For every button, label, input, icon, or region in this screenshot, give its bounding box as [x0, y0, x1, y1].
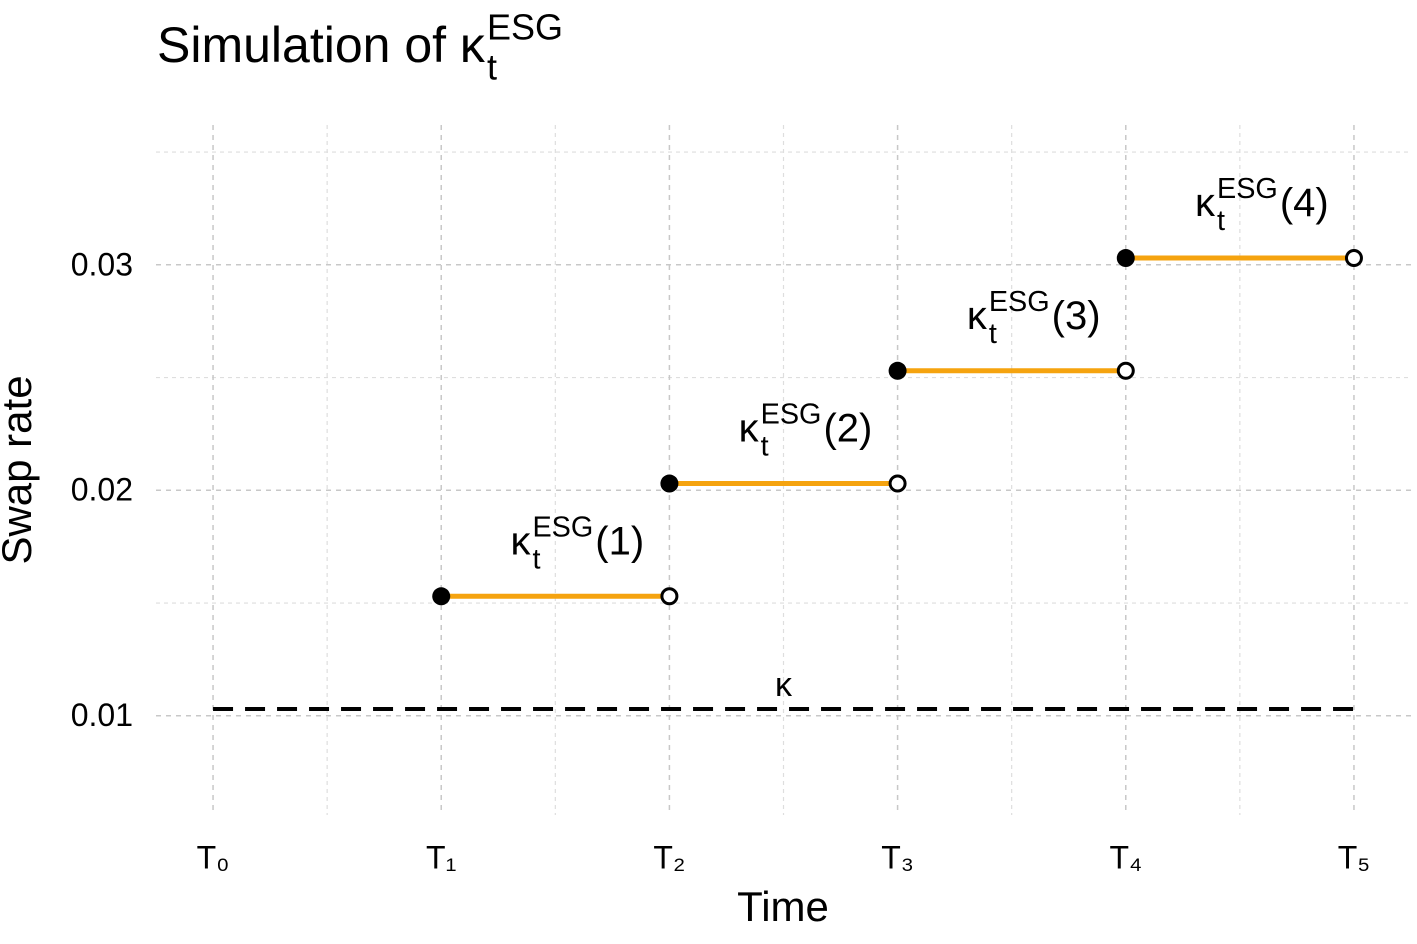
end-point: [888, 474, 907, 493]
y-tick-label: 0.01: [71, 697, 133, 733]
segment-label-part: ESG: [1217, 173, 1278, 205]
start-point: [660, 474, 679, 493]
segment-label-part: ESG: [989, 286, 1050, 318]
chart-title-part: Simulation of κ: [157, 17, 486, 73]
segment-label-part: t: [761, 431, 769, 463]
y-tick-label: 0.03: [71, 246, 133, 282]
x-tick-label: T₁: [426, 839, 456, 875]
segment-label-part: κ: [510, 519, 531, 563]
segment-label-part: κ: [1195, 181, 1216, 225]
chart-title-part: ESG: [487, 7, 563, 48]
end-point: [1344, 249, 1363, 268]
segment-label-part: ESG: [532, 511, 593, 543]
reference-label: κ: [775, 666, 793, 704]
segment-label-part: t: [1217, 205, 1225, 237]
marks: [213, 249, 1363, 712]
segment-label-part: (1): [595, 519, 644, 563]
segment-label-part: t: [989, 318, 997, 350]
end-point: [660, 587, 679, 606]
segment-label-part: (3): [1052, 294, 1101, 338]
segment-label-part: (4): [1280, 181, 1329, 225]
segment-label-part: κ: [739, 407, 760, 451]
end-point: [1116, 361, 1135, 380]
segment-label-part: κ: [967, 294, 988, 338]
segment-label-part: ESG: [761, 399, 822, 431]
start-point: [888, 361, 907, 380]
segment-label-part: (2): [823, 407, 872, 451]
y-tick-label: 0.02: [71, 472, 133, 508]
grid: [156, 125, 1411, 815]
x-tick-label: T₅: [1338, 839, 1370, 875]
y-axis-title: Swap rate: [0, 375, 40, 564]
x-tick-label: T₂: [653, 839, 685, 875]
chart-title-part: t: [487, 47, 497, 88]
x-axis-title: Time: [737, 883, 829, 930]
x-tick-label: T₄: [1109, 839, 1142, 875]
start-point: [1116, 249, 1135, 268]
segment-label-part: t: [532, 543, 540, 575]
start-point: [432, 587, 451, 606]
x-tick-label: T₃: [881, 839, 914, 875]
x-tick-label: T₀: [197, 839, 230, 875]
